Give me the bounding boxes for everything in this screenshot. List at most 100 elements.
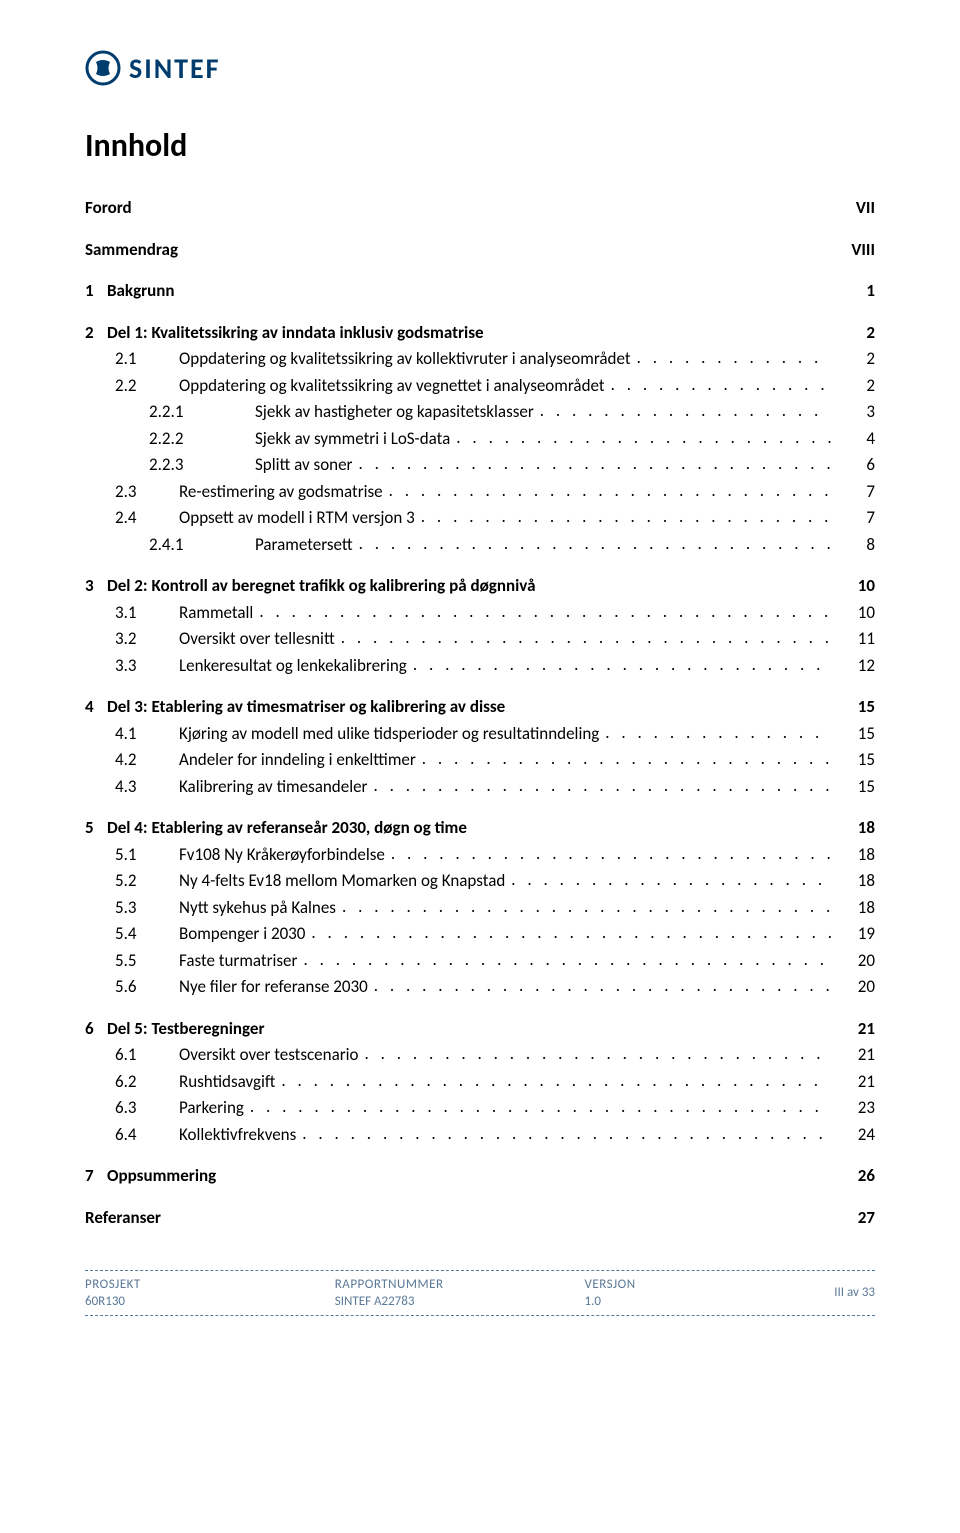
toc-entry: 6Del 5: Testberegninger 21 bbox=[85, 1016, 875, 1042]
toc-leader-dots bbox=[421, 504, 831, 530]
toc-page-number: 11 bbox=[831, 626, 875, 652]
toc-number: 4.1 bbox=[85, 721, 179, 747]
toc-number: 5.4 bbox=[85, 921, 179, 947]
toc-number: 2.3 bbox=[85, 479, 179, 505]
toc-number: 4.2 bbox=[85, 747, 179, 773]
toc-page-number: 15 bbox=[831, 774, 875, 800]
toc-page-number: 21 bbox=[831, 1016, 875, 1042]
footer-value: 1.0 bbox=[585, 1294, 835, 1309]
footer-label: VERSJON bbox=[585, 1277, 835, 1292]
toc-text: Rammetall bbox=[179, 600, 259, 626]
toc-number: 3.2 bbox=[85, 626, 179, 652]
toc-page-number: 7 bbox=[831, 505, 875, 531]
toc-page-number: 2 bbox=[831, 320, 875, 346]
toc-text: Oppdatering og kvalitetssikring av vegne… bbox=[179, 373, 611, 399]
brand-name: SINTEF bbox=[129, 51, 221, 86]
toc-entry: 3.1Rammetall10 bbox=[85, 600, 875, 626]
toc-number: 3.1 bbox=[85, 600, 179, 626]
toc-entry: 6.1Oversikt over testscenario21 bbox=[85, 1042, 875, 1068]
toc-text: Oppsett av modell i RTM versjon 3 bbox=[179, 505, 421, 531]
toc-entry: 5.6Nye filer for referanse 2030 20 bbox=[85, 974, 875, 1000]
toc-entry: 2.3Re-estimering av godsmatrise7 bbox=[85, 479, 875, 505]
toc-leader-dots bbox=[341, 625, 831, 651]
toc-text: Oppsummering bbox=[107, 1163, 222, 1189]
toc-entry: 5.4Bompenger i 203019 bbox=[85, 921, 875, 947]
toc-number: 2 bbox=[85, 320, 107, 346]
toc-page-number: 27 bbox=[831, 1205, 875, 1231]
toc-number: 5.6 bbox=[85, 974, 179, 1000]
toc-number: 7 bbox=[85, 1163, 107, 1189]
toc-leader-dots bbox=[611, 372, 831, 398]
toc-leader-dots bbox=[391, 841, 831, 867]
toc-number: 2.2.3 bbox=[85, 452, 255, 478]
toc-text: Parametersett bbox=[255, 532, 359, 558]
toc-page-number: 8 bbox=[831, 532, 875, 558]
toc-text: Del 1: Kvalitetssikring av inndata inklu… bbox=[107, 320, 490, 346]
toc-page-number: 19 bbox=[831, 921, 875, 947]
toc-text: Ny 4-felts Ev18 mellom Momarken og Knaps… bbox=[179, 868, 511, 894]
toc-number: 6.4 bbox=[85, 1122, 179, 1148]
toc-number: 6 bbox=[85, 1016, 107, 1042]
toc-text: Sammendrag bbox=[85, 237, 184, 263]
toc-page-number: 15 bbox=[831, 694, 875, 720]
page-footer: PROSJEKT 60R130 RAPPORTNUMMER SINTEF A22… bbox=[85, 1270, 875, 1316]
toc-entry: 6.4Kollektivfrekvens 24 bbox=[85, 1122, 875, 1148]
toc-leader-dots bbox=[303, 947, 831, 973]
toc-page-number: 2 bbox=[831, 373, 875, 399]
toc-entry: 2.2.3Splitt av soner6 bbox=[85, 452, 875, 478]
toc-text: Rushtidsavgift bbox=[179, 1069, 281, 1095]
toc-entry: 4.1Kjøring av modell med ulike tidsperio… bbox=[85, 721, 875, 747]
toc-page-number: 12 bbox=[831, 653, 875, 679]
toc-text: Oppdatering og kvalitetssikring av kolle… bbox=[179, 346, 637, 372]
toc-leader-dots bbox=[637, 345, 831, 371]
toc-entry: 2Del 1: Kvalitetssikring av inndata inkl… bbox=[85, 320, 875, 346]
toc-leader-dots bbox=[358, 451, 831, 477]
toc-number: 6.3 bbox=[85, 1095, 179, 1121]
toc-text: Lenkeresultat og lenkekalibrering bbox=[179, 653, 413, 679]
toc-text: Splitt av soner bbox=[255, 452, 358, 478]
toc-text: Fv108 Ny Kråkerøyforbindelse bbox=[179, 842, 391, 868]
toc-number: 2.2.2 bbox=[85, 426, 255, 452]
toc-leader-dots bbox=[311, 920, 831, 946]
footer-label: PROSJEKT bbox=[85, 1277, 335, 1292]
toc-page-number: 15 bbox=[831, 747, 875, 773]
toc-leader-dots bbox=[359, 531, 831, 557]
toc-number: 3.3 bbox=[85, 653, 179, 679]
toc-entry: 6.2Rushtidsavgift21 bbox=[85, 1069, 875, 1095]
footer-value: 60R130 bbox=[85, 1294, 335, 1309]
toc-entry: 2.2Oppdatering og kvalitetssikring av ve… bbox=[85, 373, 875, 399]
footer-col-project: PROSJEKT 60R130 bbox=[85, 1277, 335, 1309]
toc-text: Nye filer for referanse 2030 bbox=[179, 974, 374, 1000]
toc-number: 5.3 bbox=[85, 895, 179, 921]
footer-value: SINTEF A22783 bbox=[335, 1294, 585, 1309]
toc-text: Bakgrunn bbox=[107, 278, 181, 304]
toc-page-number: 18 bbox=[831, 842, 875, 868]
toc-leader-dots bbox=[540, 398, 831, 424]
toc-entry: 2.2.1Sjekk av hastigheter og kapasitetsk… bbox=[85, 399, 875, 425]
toc-page-number: 20 bbox=[831, 948, 875, 974]
toc-text: Re-estimering av godsmatrise bbox=[179, 479, 389, 505]
toc-entry: 4.3Kalibrering av timesandeler15 bbox=[85, 774, 875, 800]
toc-leader-dots bbox=[511, 867, 831, 893]
toc-page-number: 4 bbox=[831, 426, 875, 452]
toc-text: Kollektivfrekvens bbox=[179, 1122, 302, 1148]
toc-number: 5.2 bbox=[85, 868, 179, 894]
toc-text: Referanser bbox=[85, 1205, 167, 1231]
toc-leader-dots bbox=[250, 1094, 831, 1120]
toc-leader-dots bbox=[342, 894, 831, 920]
table-of-contents: ForordVIISammendragVIII1Bakgrunn12Del 1:… bbox=[85, 195, 875, 1230]
toc-entry: 6.3Parkering23 bbox=[85, 1095, 875, 1121]
toc-leader-dots bbox=[389, 478, 831, 504]
toc-page-number: 20 bbox=[831, 974, 875, 1000]
toc-text: Del 5: Testberegninger bbox=[107, 1016, 270, 1042]
toc-number: 5.1 bbox=[85, 842, 179, 868]
toc-entry: 5.1Fv108 Ny Kråkerøyforbindelse 18 bbox=[85, 842, 875, 868]
toc-page-number: 24 bbox=[831, 1122, 875, 1148]
toc-number: 1 bbox=[85, 278, 107, 304]
toc-leader-dots bbox=[365, 1041, 831, 1067]
toc-entry: 3.3Lenkeresultat og lenkekalibrering 12 bbox=[85, 653, 875, 679]
toc-page-number: 3 bbox=[831, 399, 875, 425]
toc-entry: SammendragVIII bbox=[85, 237, 875, 263]
toc-text: Forord bbox=[85, 195, 138, 221]
toc-number: 3 bbox=[85, 573, 107, 599]
